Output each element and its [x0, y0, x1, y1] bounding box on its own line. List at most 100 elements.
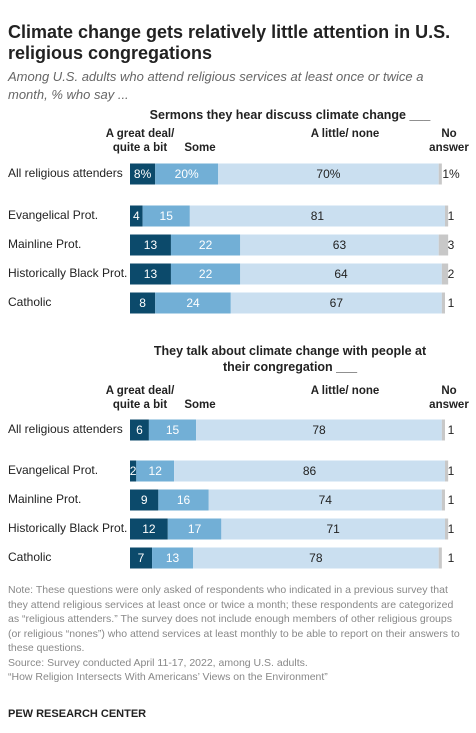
- bar-segment: [142, 205, 190, 227]
- value-label: 1: [448, 423, 455, 437]
- value-label: 12: [149, 464, 163, 478]
- value-label: 86: [303, 464, 317, 478]
- report: “How Religion Intersects With Americans’…: [8, 671, 328, 683]
- value-label: 1: [448, 522, 455, 536]
- legend-label: A little/ none: [310, 128, 380, 140]
- bar-segment: [441, 263, 449, 285]
- value-label: 24: [186, 296, 200, 310]
- chart-title: They talk about climate change with peop…: [153, 344, 427, 374]
- value-label: 71: [326, 522, 340, 536]
- chart: All religious attenders 6 15 78 1 Evangelical…: [8, 419, 455, 569]
- value-label: 16: [177, 493, 191, 507]
- chart: All religious attenders 8% 20% 70% 1% Evangel…: [8, 163, 460, 314]
- bar-segment: [196, 419, 442, 441]
- value-label: 64: [334, 267, 348, 281]
- value-label: 12: [142, 522, 156, 536]
- brand: PEW RESEARCH CENTER: [8, 708, 147, 720]
- value-label: 22: [199, 238, 213, 252]
- value-label: 78: [309, 551, 323, 565]
- bar-segment: [130, 518, 168, 540]
- bar-segment: [155, 292, 231, 314]
- chart-title: Sermons they hear discuss climate change…: [149, 108, 431, 122]
- note: Note: These questions were only asked of…: [8, 584, 460, 654]
- value-label: 2: [448, 267, 455, 281]
- legend-label: A great deal/ quite a bit: [105, 128, 175, 154]
- bar-segment: [155, 163, 219, 185]
- value-label: 9: [141, 493, 148, 507]
- bar-segment: [441, 419, 445, 441]
- value-label: 1%: [442, 167, 460, 181]
- bar-segment: [441, 292, 445, 314]
- bar-segment: [218, 163, 439, 185]
- value-label: 20%: [175, 167, 199, 181]
- bar-segment: [240, 263, 442, 285]
- value-label: 78: [312, 423, 326, 437]
- value-label: 6: [136, 423, 143, 437]
- bar-segment: [174, 460, 445, 482]
- value-label: 13: [144, 238, 158, 252]
- legend-label: Some: [184, 142, 216, 154]
- source: Source: Survey conducted April 11-17, 20…: [8, 656, 308, 669]
- value-label: 22: [199, 267, 213, 281]
- bar-segment: [130, 205, 143, 227]
- bar-segment: [148, 419, 197, 441]
- value-label: 67: [330, 296, 344, 310]
- value-label: 1: [448, 209, 455, 223]
- bar-segment: [130, 234, 171, 256]
- bar-segment: [130, 489, 159, 511]
- value-label: 1: [448, 464, 455, 478]
- bar-segment: [130, 163, 156, 185]
- bar-segment: [170, 234, 241, 256]
- legend-label: A little/ none: [310, 385, 380, 397]
- value-label: 74: [319, 493, 333, 507]
- bar-segment: [158, 489, 209, 511]
- bar-segment: [441, 489, 445, 511]
- value-label: 63: [333, 238, 347, 252]
- category-label: Historically Black Prot.: [8, 521, 127, 535]
- category-label: All religious attenders: [8, 422, 123, 436]
- bar-segment: [170, 263, 241, 285]
- category-label: Evangelical Prot.: [8, 463, 98, 477]
- title: Climate change gets relatively little at…: [8, 22, 451, 63]
- legend-label: No answer: [429, 128, 469, 154]
- bar-segment: [221, 518, 445, 540]
- bar-segment: [130, 292, 156, 314]
- value-label: 8: [139, 296, 146, 310]
- bar-segment: [167, 518, 222, 540]
- legend-label: A great deal/ quite a bit: [105, 385, 175, 411]
- legend-label: Some: [184, 399, 216, 411]
- bar-segment: [152, 547, 193, 569]
- value-label: 1: [448, 493, 455, 507]
- bar-segment: [230, 292, 442, 314]
- category-label: Mainline Prot.: [8, 492, 81, 506]
- value-label: 13: [144, 267, 158, 281]
- value-label: 2: [130, 464, 137, 478]
- category-label: Catholic: [8, 295, 51, 309]
- bar-segment: [445, 518, 449, 540]
- bar-segment: [130, 460, 137, 482]
- value-label: 81: [311, 209, 325, 223]
- legend-label: No answer: [429, 385, 469, 411]
- bar-segment: [136, 460, 175, 482]
- chart-panel: All religious attenders 8% 20% 70% 1% Evangel…: [0, 105, 476, 320]
- category-label: All religious attenders: [8, 166, 123, 180]
- value-label: 17: [188, 522, 202, 536]
- bar-segment: [208, 489, 442, 511]
- notes: Note: These questions were only asked of…: [8, 583, 463, 685]
- category-label: Historically Black Prot.: [8, 266, 127, 280]
- bar-segment: [438, 547, 442, 569]
- subtitle: Among U.S. adults who attend religious s…: [8, 69, 424, 102]
- value-label: 3: [448, 238, 455, 252]
- category-label: Mainline Prot.: [8, 237, 81, 251]
- bar-segment: [445, 205, 449, 227]
- bar-segment: [438, 163, 442, 185]
- bar-segment: [438, 234, 449, 256]
- category-label: Catholic: [8, 550, 51, 564]
- value-label: 4: [133, 209, 140, 223]
- value-label: 13: [166, 551, 180, 565]
- value-label: 15: [166, 423, 180, 437]
- bar-segment: [130, 547, 153, 569]
- value-label: 8%: [134, 167, 152, 181]
- value-label: 7: [138, 551, 145, 565]
